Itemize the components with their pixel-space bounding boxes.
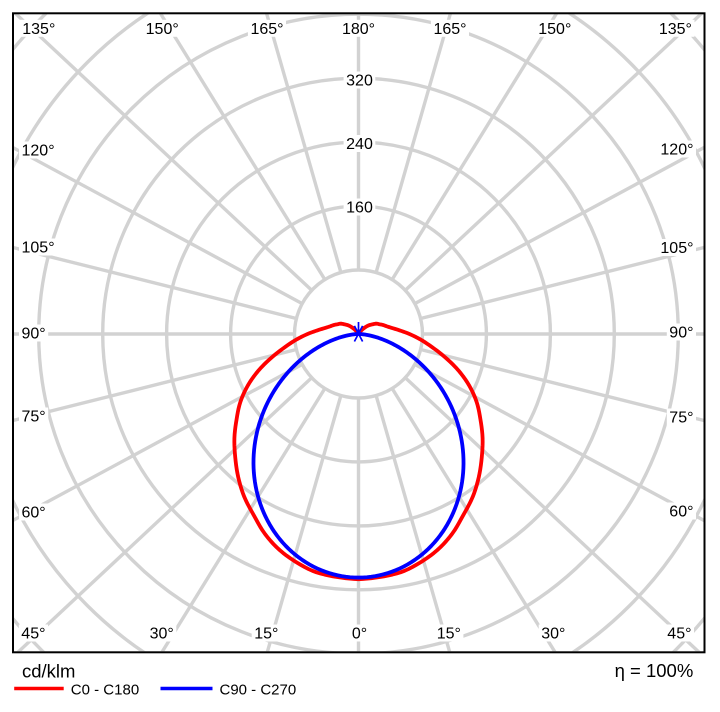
svg-text:320: 320	[346, 73, 373, 90]
svg-text:165°: 165°	[433, 21, 466, 38]
svg-text:C90 - C270: C90 - C270	[220, 682, 297, 699]
svg-text:90°: 90°	[669, 325, 693, 342]
svg-text:30°: 30°	[541, 626, 565, 643]
svg-text:75°: 75°	[22, 409, 46, 426]
svg-text:120°: 120°	[660, 142, 693, 159]
svg-text:135°: 135°	[659, 21, 692, 38]
svg-text:90°: 90°	[22, 326, 46, 343]
svg-text:15°: 15°	[437, 626, 461, 643]
svg-text:165°: 165°	[250, 21, 283, 38]
svg-text:75°: 75°	[669, 410, 693, 427]
svg-text:0°: 0°	[352, 626, 367, 643]
svg-text:150°: 150°	[146, 21, 179, 38]
svg-text:105°: 105°	[22, 240, 55, 257]
svg-text:cd/klm: cd/klm	[22, 661, 75, 682]
svg-text:45°: 45°	[21, 626, 45, 643]
svg-text:240: 240	[346, 136, 373, 153]
svg-text:60°: 60°	[669, 504, 693, 521]
svg-text:120°: 120°	[22, 143, 55, 160]
svg-text:180°: 180°	[342, 21, 375, 38]
svg-text:45°: 45°	[667, 626, 691, 643]
svg-text:15°: 15°	[254, 626, 278, 643]
svg-text:160: 160	[346, 200, 373, 217]
svg-text:η = 100%: η = 100%	[615, 660, 694, 681]
svg-text:C0 - C180: C0 - C180	[71, 682, 139, 699]
svg-text:30°: 30°	[150, 626, 174, 643]
svg-text:60°: 60°	[22, 505, 46, 522]
svg-text:135°: 135°	[22, 21, 55, 38]
svg-text:150°: 150°	[538, 21, 571, 38]
svg-text:105°: 105°	[660, 240, 693, 257]
